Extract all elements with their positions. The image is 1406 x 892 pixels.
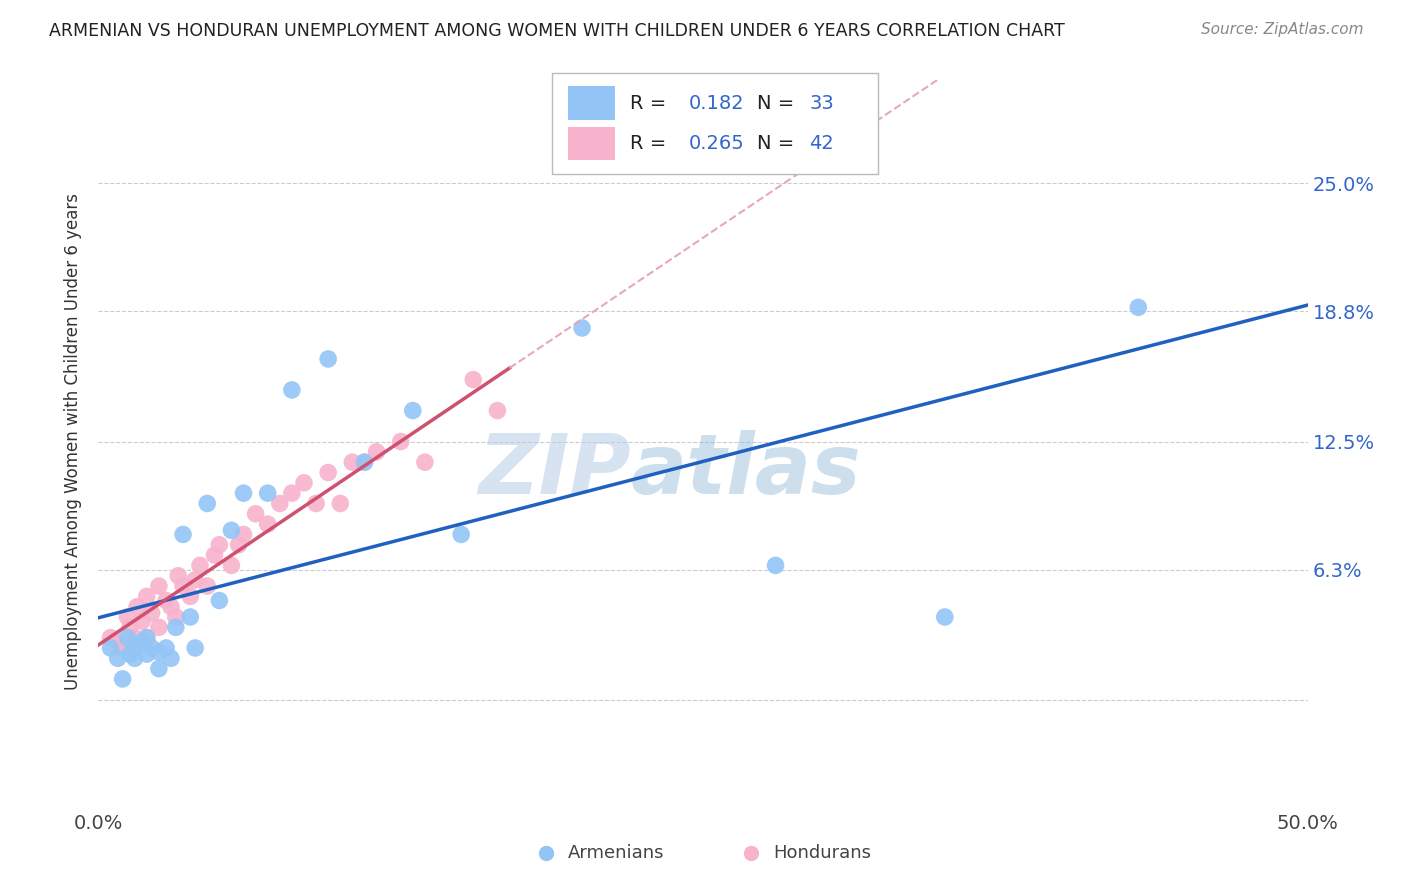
Text: R =: R = — [630, 134, 673, 153]
Point — [232, 486, 254, 500]
Point — [305, 496, 328, 510]
Point — [353, 455, 375, 469]
Point — [221, 558, 243, 573]
Point — [124, 640, 146, 655]
Point — [413, 455, 436, 469]
Point — [167, 568, 190, 582]
Point — [329, 496, 352, 510]
Point — [232, 527, 254, 541]
Text: 33: 33 — [810, 94, 834, 112]
Point — [204, 548, 226, 562]
Point — [172, 527, 194, 541]
Y-axis label: Unemployment Among Women with Children Under 6 years: Unemployment Among Women with Children U… — [65, 193, 83, 690]
Text: Armenians: Armenians — [568, 845, 664, 863]
Point — [155, 593, 177, 607]
Point — [195, 579, 218, 593]
Point — [245, 507, 267, 521]
FancyBboxPatch shape — [551, 73, 879, 174]
Point — [316, 351, 339, 366]
Point — [389, 434, 412, 449]
Point — [107, 634, 129, 648]
Point — [184, 640, 207, 655]
Point — [1128, 301, 1150, 315]
Point — [981, 837, 1004, 851]
Text: ZIP: ZIP — [478, 430, 630, 511]
Point — [135, 647, 157, 661]
Point — [131, 634, 153, 648]
Point — [111, 672, 134, 686]
Point — [141, 606, 163, 620]
Text: N =: N = — [758, 94, 801, 112]
Point — [353, 455, 375, 469]
Point — [256, 517, 278, 532]
Point — [1393, 837, 1406, 851]
Point — [256, 486, 278, 500]
Text: 42: 42 — [810, 134, 834, 153]
Point — [127, 599, 149, 614]
Point — [155, 640, 177, 655]
Point — [100, 640, 122, 655]
Point — [111, 640, 134, 655]
Point — [100, 631, 122, 645]
Point — [208, 538, 231, 552]
Text: ARMENIAN VS HONDURAN UNEMPLOYMENT AMONG WOMEN WITH CHILDREN UNDER 6 YEARS CORREL: ARMENIAN VS HONDURAN UNEMPLOYMENT AMONG … — [49, 22, 1064, 40]
Point — [141, 640, 163, 655]
FancyBboxPatch shape — [568, 87, 614, 120]
Point — [135, 631, 157, 645]
Point — [135, 631, 157, 645]
Point — [228, 538, 250, 552]
Point — [160, 599, 183, 614]
Text: N =: N = — [758, 134, 801, 153]
Point — [195, 496, 218, 510]
Point — [107, 651, 129, 665]
Point — [269, 496, 291, 510]
Point — [148, 579, 170, 593]
Point — [292, 475, 315, 490]
Point — [184, 573, 207, 587]
FancyBboxPatch shape — [568, 127, 614, 161]
Text: 0.265: 0.265 — [689, 134, 744, 153]
Point — [402, 403, 425, 417]
Text: atlas: atlas — [630, 430, 860, 511]
Point — [463, 373, 485, 387]
Text: Hondurans: Hondurans — [773, 845, 872, 863]
Point — [571, 321, 593, 335]
Point — [208, 593, 231, 607]
Point — [118, 620, 141, 634]
Point — [148, 620, 170, 634]
Point — [179, 590, 201, 604]
Point — [131, 614, 153, 628]
Point — [148, 645, 170, 659]
Point — [316, 466, 339, 480]
Point — [450, 527, 472, 541]
Point — [281, 383, 304, 397]
Point — [160, 651, 183, 665]
Point — [486, 403, 509, 417]
Point — [281, 486, 304, 500]
Point — [165, 610, 187, 624]
Point — [124, 651, 146, 665]
Point — [934, 610, 956, 624]
Point — [765, 558, 787, 573]
Text: Source: ZipAtlas.com: Source: ZipAtlas.com — [1201, 22, 1364, 37]
Point — [366, 445, 388, 459]
Point — [188, 558, 211, 573]
Point — [117, 631, 139, 645]
Point — [148, 662, 170, 676]
Point — [172, 579, 194, 593]
Point — [342, 455, 364, 469]
Point — [221, 524, 243, 538]
Point — [135, 590, 157, 604]
Point — [179, 610, 201, 624]
Point — [124, 631, 146, 645]
Text: 0.182: 0.182 — [689, 94, 744, 112]
Point — [165, 620, 187, 634]
Text: R =: R = — [630, 94, 673, 112]
Point — [117, 610, 139, 624]
Point — [118, 647, 141, 661]
